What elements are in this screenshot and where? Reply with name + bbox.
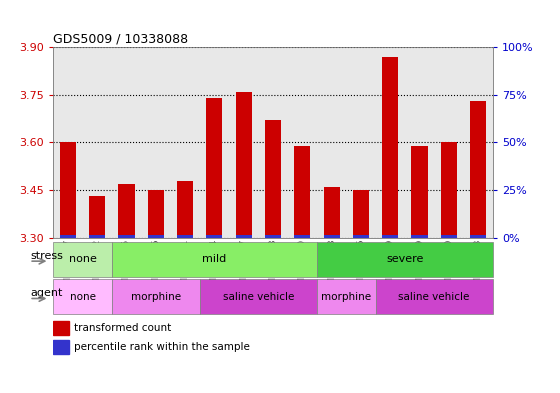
Text: none: none: [68, 254, 96, 264]
Bar: [382, 235, 398, 238]
Bar: [53, 279, 112, 314]
Text: stress: stress: [30, 251, 63, 261]
Bar: [177, 235, 193, 238]
Text: transformed count: transformed count: [74, 323, 171, 333]
Text: none: none: [69, 292, 96, 302]
Bar: [60, 142, 76, 238]
Text: saline vehicle: saline vehicle: [223, 292, 294, 302]
Bar: [89, 196, 105, 238]
Bar: [89, 235, 105, 238]
Bar: [148, 190, 164, 238]
Bar: [294, 146, 310, 238]
Text: GDS5009 / 10338088: GDS5009 / 10338088: [53, 32, 188, 45]
Bar: [206, 235, 222, 238]
Bar: [353, 190, 369, 238]
Bar: [60, 235, 76, 238]
Text: mild: mild: [202, 254, 226, 264]
Bar: [118, 235, 134, 238]
Text: percentile rank within the sample: percentile rank within the sample: [74, 342, 250, 352]
Bar: [265, 235, 281, 238]
Bar: [53, 321, 69, 335]
Bar: [441, 235, 457, 238]
Bar: [324, 235, 340, 238]
Bar: [206, 98, 222, 238]
Bar: [353, 235, 369, 238]
Bar: [148, 235, 164, 238]
Bar: [112, 242, 317, 277]
Bar: [177, 180, 193, 238]
Bar: [53, 340, 69, 354]
Bar: [118, 184, 134, 238]
Bar: [236, 235, 252, 238]
Text: morphine: morphine: [321, 292, 371, 302]
Bar: [324, 187, 340, 238]
Bar: [382, 57, 398, 238]
Bar: [470, 235, 486, 238]
Bar: [236, 92, 252, 238]
Bar: [412, 235, 428, 238]
Bar: [200, 279, 317, 314]
Bar: [112, 279, 200, 314]
Bar: [412, 146, 428, 238]
Bar: [470, 101, 486, 238]
Bar: [376, 279, 493, 314]
Bar: [441, 142, 457, 238]
Text: severe: severe: [386, 254, 423, 264]
Bar: [265, 120, 281, 238]
Text: morphine: morphine: [130, 292, 181, 302]
Bar: [317, 242, 493, 277]
Bar: [317, 279, 376, 314]
Text: agent: agent: [30, 288, 63, 298]
Bar: [294, 235, 310, 238]
Bar: [53, 242, 112, 277]
Text: saline vehicle: saline vehicle: [399, 292, 470, 302]
